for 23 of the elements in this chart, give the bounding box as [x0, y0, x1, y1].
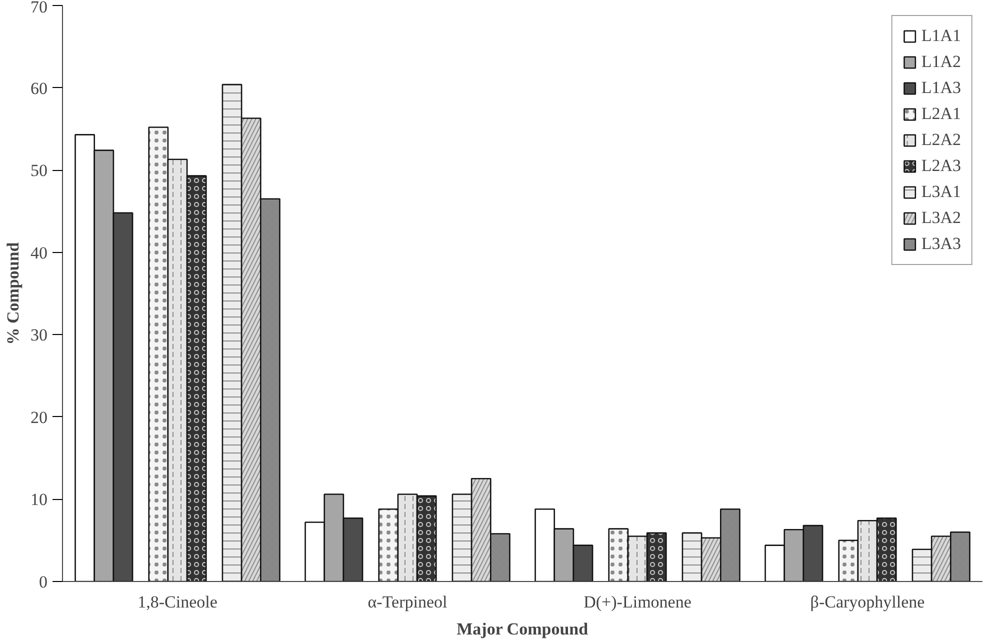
y-tick-label: 50 — [30, 161, 48, 180]
y-tick-label: 20 — [30, 408, 48, 427]
x-tick-label: D(+)-Limonene — [584, 592, 692, 612]
legend-label: L1A3 — [921, 78, 961, 98]
y-axis-title: % Compound — [4, 242, 22, 345]
x-tick-label: β-Caryophyllene — [810, 592, 925, 612]
y-tick-label: 40 — [30, 243, 48, 262]
y-tick-label: 70 — [30, 0, 48, 16]
x-tick-label: 1,8-Cineole — [138, 592, 218, 612]
y-tick-label: 30 — [30, 326, 48, 345]
legend-label: L2A1 — [921, 104, 961, 124]
y-tick-label: 10 — [30, 490, 48, 510]
legend-label: L1A2 — [921, 52, 961, 72]
x-axis-title: Major Compound — [456, 620, 589, 638]
legend-label: L2A3 — [921, 156, 961, 176]
y-tick-label: 0 — [39, 572, 48, 592]
legend-label: L2A2 — [921, 130, 961, 150]
legend-label: L3A1 — [921, 182, 961, 202]
legend-label: L3A3 — [921, 234, 961, 254]
legend-label: L1A1 — [921, 26, 961, 46]
x-tick-label: α-Terpineol — [368, 592, 448, 612]
y-tick-label: 60 — [30, 78, 48, 98]
legend-label: L3A2 — [921, 208, 961, 228]
